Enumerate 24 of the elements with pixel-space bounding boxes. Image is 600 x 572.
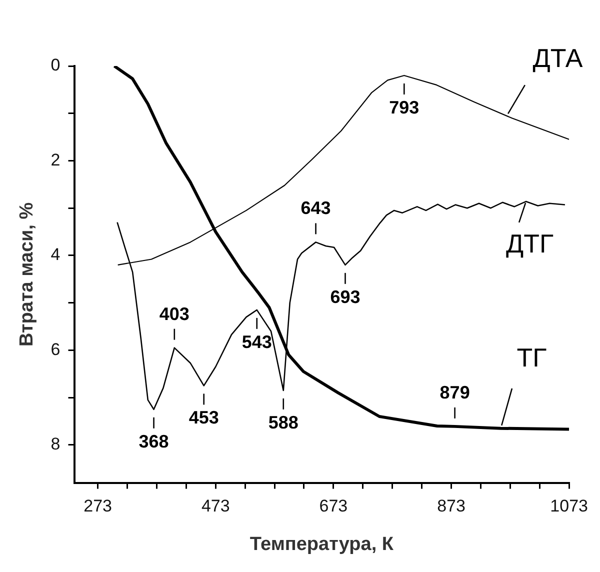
y-tick-label: 0 (50, 56, 60, 75)
annotation: 403 (159, 304, 190, 324)
annotation: 543 (242, 332, 272, 352)
y-axis-title: Втрата маси, % (16, 202, 38, 346)
y-tick-label: 4 (50, 245, 60, 264)
x-tick-label: 673 (319, 496, 348, 516)
x-tick-label: 473 (201, 496, 230, 516)
y-tick-label: 2 (50, 150, 60, 170)
y-tick-label: 6 (50, 340, 60, 359)
x-tick-label: 873 (437, 496, 466, 516)
text: ТГ (516, 342, 547, 373)
x-axis-title: Температура, К (250, 534, 394, 555)
annotation: 368 (138, 431, 169, 452)
annotation: 793 (389, 97, 420, 118)
y-tick-label: 8 (50, 434, 60, 454)
x-tick-label: 273 (84, 496, 112, 516)
series-label: ДТА (532, 43, 584, 74)
annotation: 643 (300, 198, 331, 218)
legend-label: ДТГ (506, 228, 554, 259)
annotation: 693 (330, 286, 360, 307)
annotation: 588 (268, 412, 298, 432)
annotation: 879 (440, 382, 470, 402)
annotation: 453 (188, 408, 219, 428)
x-tick-label: 1073 (550, 496, 588, 516)
